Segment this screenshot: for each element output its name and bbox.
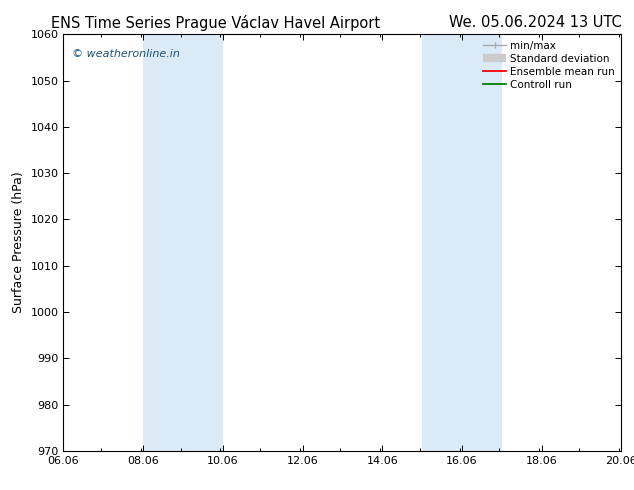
Legend: min/max, Standard deviation, Ensemble mean run, Controll run: min/max, Standard deviation, Ensemble me… — [479, 36, 619, 94]
Y-axis label: Surface Pressure (hPa): Surface Pressure (hPa) — [12, 172, 25, 314]
Text: We. 05.06.2024 13 UTC: We. 05.06.2024 13 UTC — [449, 15, 621, 30]
Text: © weatheronline.in: © weatheronline.in — [72, 49, 179, 59]
Bar — [143, 34, 223, 451]
Bar — [422, 34, 501, 451]
Text: ENS Time Series Prague Václav Havel Airport: ENS Time Series Prague Václav Havel Airp… — [51, 15, 380, 31]
